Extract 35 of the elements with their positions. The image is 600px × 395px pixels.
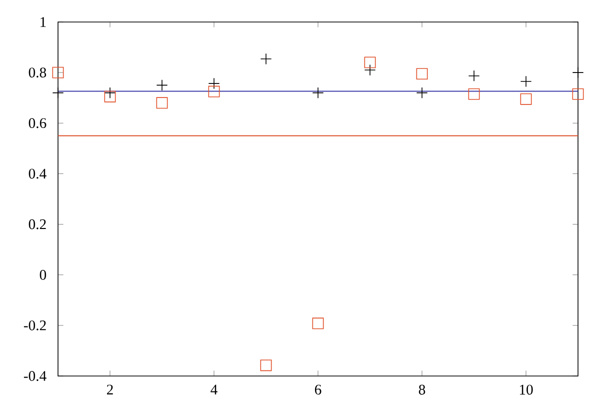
- x-tick-label: 6: [314, 384, 322, 395]
- point: [416, 87, 428, 99]
- point: [208, 78, 220, 90]
- y-tick-label: 0: [40, 270, 46, 280]
- point: [312, 87, 324, 99]
- point: [572, 88, 584, 100]
- point: [156, 97, 168, 109]
- point: [260, 53, 272, 65]
- point: [312, 318, 324, 330]
- x-tick-label: 2: [106, 384, 113, 394]
- y-tick-label: -0.4: [24, 371, 46, 381]
- point: [52, 66, 64, 78]
- point: [260, 360, 272, 372]
- y-tick-label: 0.2: [28, 219, 46, 230]
- y-tick-label: 0.4: [28, 168, 46, 179]
- point: [208, 86, 220, 98]
- point: [416, 68, 428, 80]
- point: [104, 87, 116, 99]
- point: [364, 56, 376, 68]
- point: [156, 79, 168, 91]
- x-tick-label: 8: [418, 384, 426, 395]
- y-tick-label: 1: [40, 17, 46, 27]
- point: [520, 76, 532, 88]
- y-tick-label: -0.2: [24, 320, 46, 330]
- point: [572, 66, 584, 78]
- y-tick-label: 0.8: [28, 68, 46, 78]
- point: [364, 64, 376, 76]
- point: [520, 93, 532, 105]
- x-tick-label: 10: [520, 384, 533, 395]
- point: [52, 87, 64, 99]
- point: [468, 70, 480, 82]
- y-tick-label: 0.6: [28, 118, 46, 128]
- point: [468, 88, 480, 100]
- point: [104, 90, 116, 102]
- x-tick-label: 4: [210, 384, 218, 394]
